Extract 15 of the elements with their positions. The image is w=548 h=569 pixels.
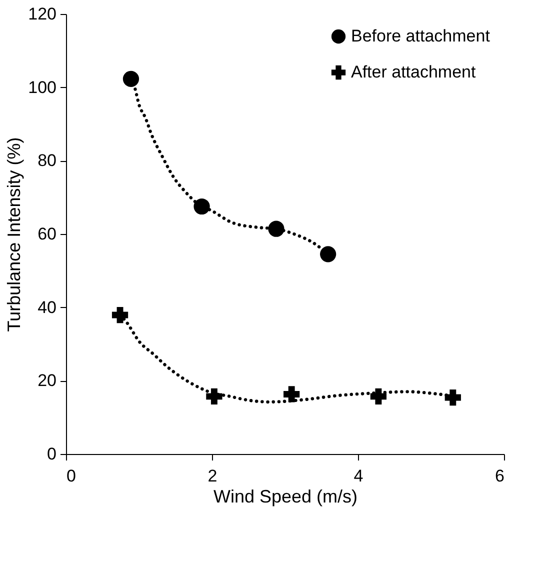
x-axis-title: Wind Speed (m/s) xyxy=(213,486,358,506)
x-tick-label: 6 xyxy=(495,466,504,486)
y-tick-label: 100 xyxy=(28,78,56,97)
legend-label: Before attachment xyxy=(351,26,490,46)
y-tick-label: 120 xyxy=(28,4,56,24)
y-tick-label: 20 xyxy=(38,371,56,390)
y-tick-label: 60 xyxy=(38,224,56,244)
y-axis-title: Turbulance Intensity (%) xyxy=(4,137,24,332)
x-tick-label: 2 xyxy=(208,466,218,486)
y-tick-label: 80 xyxy=(38,151,56,170)
legend-label: After attachment xyxy=(351,62,476,82)
y-tick-label: 40 xyxy=(38,298,56,317)
x-tick-label: 0 xyxy=(66,466,76,486)
y-tick-label: 0 xyxy=(47,444,56,464)
x-tick-label: 4 xyxy=(354,466,364,486)
